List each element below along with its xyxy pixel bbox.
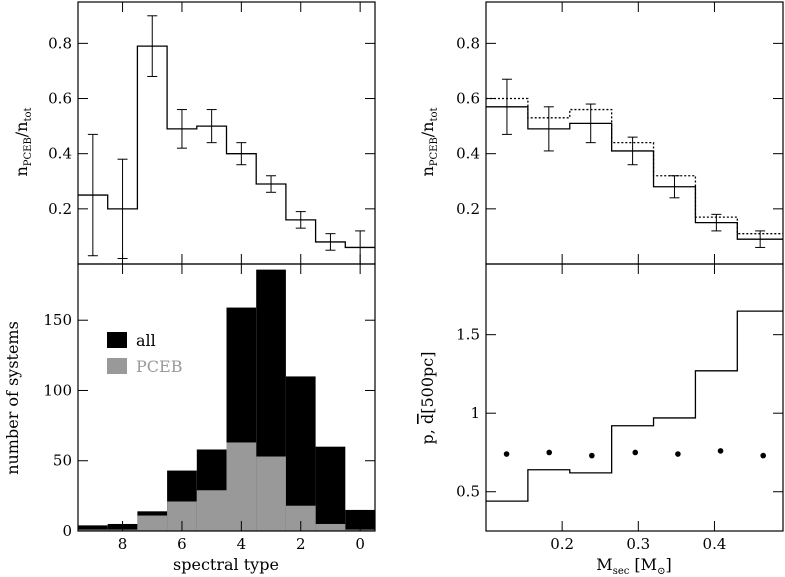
tl-ylabel: nPCEB/ntot <box>12 107 34 176</box>
panel-fraction-vs-mass: 0.2 0.4 0.6 0.8 <box>456 1 784 265</box>
panel-p-d-vs-mass: 0.5 1 1.5 0.2 0.3 0.4 <box>456 263 784 553</box>
tl-ytick-label: 0.4 <box>48 145 72 163</box>
bl-xtick-label: 0 <box>355 535 365 553</box>
bl-xtick-label: 4 <box>237 535 247 553</box>
br-data-point <box>589 452 595 459</box>
tr-ytick-label: 0.2 <box>456 200 480 218</box>
bar-pceb <box>196 490 227 531</box>
tr-ylabel: nPCEB/ntot <box>418 107 440 176</box>
br-xtick-label: 0.4 <box>703 535 727 553</box>
panel-fraction-vs-spectral-type: 0.2 0.4 0.6 0.8 <box>48 1 376 265</box>
bl-ytick-label: 150 <box>43 311 72 329</box>
bar-pceb <box>256 456 286 531</box>
br-data-point <box>675 451 681 457</box>
bl-ytick-label: 0 <box>62 522 72 540</box>
bl-xlabel: spectral type <box>173 555 279 574</box>
legend-swatch-pceb <box>107 358 127 374</box>
bl-xtick-label: 8 <box>118 535 128 553</box>
bar-all <box>315 446 346 531</box>
panel-histogram-spectral-type: 0 50 100 150 8 6 4 2 0 <box>43 263 376 553</box>
bar-pceb <box>78 529 108 531</box>
br-data-point <box>717 448 724 454</box>
br-step-line <box>486 310 783 502</box>
bl-ytick-label: 100 <box>43 381 72 399</box>
tr-step-solid <box>486 106 783 240</box>
bl-xtick-label: 2 <box>296 535 306 553</box>
br-ytick-label: 1 <box>470 404 480 422</box>
tl-ytick-label: 0.8 <box>48 34 72 52</box>
tl-ytick-label: 0.2 <box>48 200 72 218</box>
tr-frame <box>485 1 784 265</box>
br-data-point <box>760 452 766 459</box>
bl-frame <box>77 263 376 532</box>
legend-label-all: all <box>136 331 156 350</box>
br-xtick-label: 0.3 <box>626 535 650 553</box>
br-data-point <box>632 449 639 456</box>
tr-ytick-label: 0.4 <box>456 145 480 163</box>
tr-step-dotted <box>486 97 783 235</box>
legend-label-pceb: PCEB <box>136 357 182 376</box>
bar-all <box>285 376 316 531</box>
br-xlabel: Msec [M⊙] <box>596 555 671 577</box>
tl-ytick-label: 0.6 <box>48 90 72 108</box>
bar-pceb <box>137 515 168 531</box>
bl-ytick-label: 50 <box>53 452 72 470</box>
bar-pceb <box>226 442 257 531</box>
bar-pceb <box>315 523 346 531</box>
tr-ytick-label: 0.8 <box>456 34 480 52</box>
br-xtick-label: 0.2 <box>550 535 574 553</box>
br-frame <box>485 263 784 532</box>
br-ytick-label: 0.5 <box>456 483 480 501</box>
bl-ylabel: number of systems <box>3 321 22 475</box>
legend-swatch-all <box>107 332 127 348</box>
br-data-point <box>546 449 553 456</box>
bar-all <box>78 525 108 531</box>
br-ylabel: p, d[500pc] <box>418 352 437 445</box>
tl-step-line <box>78 45 375 249</box>
br-ytick-label: 1.5 <box>456 326 480 344</box>
bar-all <box>345 509 375 531</box>
tr-ytick-label: 0.6 <box>456 90 480 108</box>
bl-xtick-label: 6 <box>177 535 187 553</box>
br-data-point <box>503 451 510 457</box>
